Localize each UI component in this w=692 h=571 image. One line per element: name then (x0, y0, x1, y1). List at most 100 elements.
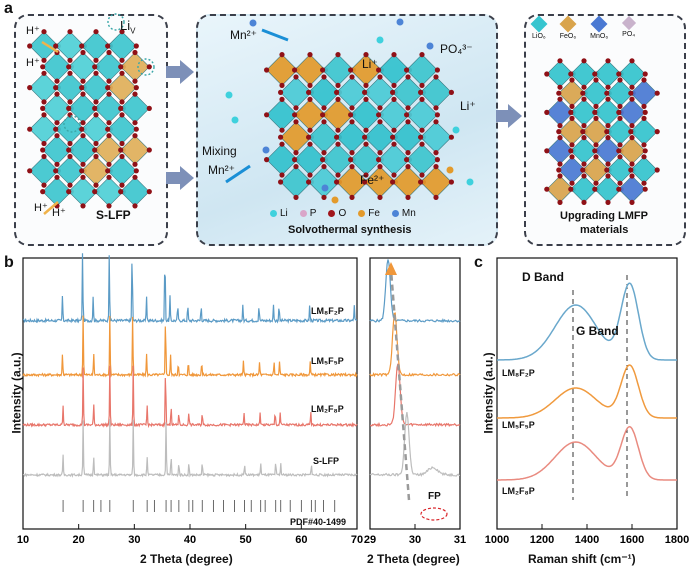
oxygen-atom (105, 126, 111, 132)
oxygen-atom (629, 199, 635, 205)
oxygen-atom (592, 109, 598, 115)
oxygen-atom (434, 112, 440, 118)
oxygen-atom (321, 119, 327, 125)
oxygen-atom (629, 96, 635, 102)
oxygen-atom (629, 58, 635, 64)
polyhedra-legend: LiO₆ FeO₆ MnO₆ PO₄ (530, 15, 636, 40)
raman-curve-3 (497, 425, 677, 481)
li-vacancy-label: LiV (120, 18, 136, 36)
oxygen-atom (605, 199, 611, 205)
oxygen-atom (419, 96, 425, 102)
oxygen-atom (80, 49, 86, 56)
oxygen-atom (93, 99, 99, 105)
oxygen-atom (307, 141, 313, 147)
oxygen-atom (433, 150, 439, 156)
oxygen-atom (581, 173, 587, 179)
oxygen-atom (27, 43, 33, 49)
oxygen-atom (306, 179, 312, 185)
oxygen-atom (132, 78, 138, 84)
fp-ellipse (420, 507, 448, 521)
oxygen-atom (321, 150, 327, 156)
legend-po4: PO₄ (621, 15, 636, 40)
raman-tick-label: 1200 (530, 534, 554, 546)
legend-mno6: MnO₆ (590, 15, 608, 40)
oxygen-atom (27, 168, 33, 174)
oxygen-atom (132, 161, 138, 167)
oxygen-atom (448, 134, 454, 140)
oxygen-atom (133, 43, 139, 49)
oxygen-atom (556, 90, 562, 96)
oxygen-atom (557, 199, 563, 205)
oxygen-atom (544, 71, 550, 77)
oxygen-atom (106, 203, 112, 209)
oxygen-atom (363, 82, 369, 88)
oxygen-atom (641, 77, 647, 83)
oxygen-atom (642, 109, 648, 115)
oxygen-atom (54, 120, 60, 126)
oxygen-atom (604, 167, 610, 173)
xrd-curve-1 (22, 253, 358, 325)
oxygen-atom (377, 150, 383, 156)
xrd-series-label-2: LM₅F₅P (311, 356, 344, 366)
oxygen-atom (119, 153, 125, 160)
xrd-tick-label: 10 (17, 534, 29, 546)
oxygen-atom (66, 64, 72, 70)
oxygen-atom (93, 70, 99, 76)
oxygen-atom (405, 105, 411, 111)
oxygen-atom (321, 74, 327, 80)
xrd-curve-2 (22, 315, 358, 379)
oxygen-atom (433, 194, 439, 200)
oxygen-atom (306, 89, 312, 95)
ion-dot (426, 42, 434, 50)
oxygen-atom (66, 147, 72, 153)
oxygen-atom (617, 115, 623, 121)
oxygen-atom (79, 168, 85, 174)
oxygen-atom (348, 67, 354, 73)
xrd-curve-4 (22, 419, 358, 478)
zoom-curve-1 (369, 259, 461, 324)
xrd-series-label-1: LM₈F₂P (311, 306, 344, 316)
oxygen-atom (92, 64, 98, 70)
oxygen-atom (616, 186, 622, 192)
raman-series-label-3: LM₂F₈P (502, 486, 535, 496)
li-plus-label-2: Li⁺ (460, 99, 476, 113)
oxygen-atom (391, 141, 397, 147)
legend-feo6: FeO₆ (559, 15, 577, 40)
oxygen-atom (40, 147, 46, 153)
oxygen-atom (334, 179, 340, 185)
oxygen-atom (106, 91, 112, 97)
oxygen-atom (119, 140, 125, 147)
oxygen-atom (132, 133, 138, 139)
zoom-curve-4 (369, 412, 461, 478)
oxygen-atom (448, 89, 454, 95)
oxygen-atom (307, 96, 313, 102)
oxygen-atom (106, 49, 112, 56)
oxygen-atom (133, 168, 139, 174)
oxygen-atom (419, 82, 425, 88)
oxygen-atom (133, 126, 139, 132)
oxygen-atom (419, 172, 425, 178)
li-vacancy-icon (107, 13, 125, 31)
oxygen-atom (348, 112, 354, 118)
oxygen-atom (293, 105, 299, 111)
oxygen-atom (448, 179, 454, 185)
oxygen-atom (654, 90, 660, 96)
li-vacancy-icon (137, 58, 155, 76)
oxygen-atom (592, 71, 598, 77)
oxygen-atom (132, 49, 138, 56)
oxygen-atom (641, 103, 647, 109)
oxygen-atom (307, 82, 313, 88)
panel-c-letter: c (474, 254, 483, 271)
oxygen-atom (54, 91, 60, 97)
shift-arrow-line (389, 269, 411, 501)
oxygen-atom (580, 167, 586, 173)
oxygen-atom (580, 129, 586, 135)
oxygen-atom (569, 142, 575, 148)
oxygen-atom (293, 164, 299, 170)
oxygen-atom (349, 164, 355, 170)
oxygen-atom (106, 161, 112, 167)
oxygen-atom (568, 109, 574, 115)
oxygen-atom (334, 134, 340, 140)
oxygen-atom (132, 120, 138, 126)
